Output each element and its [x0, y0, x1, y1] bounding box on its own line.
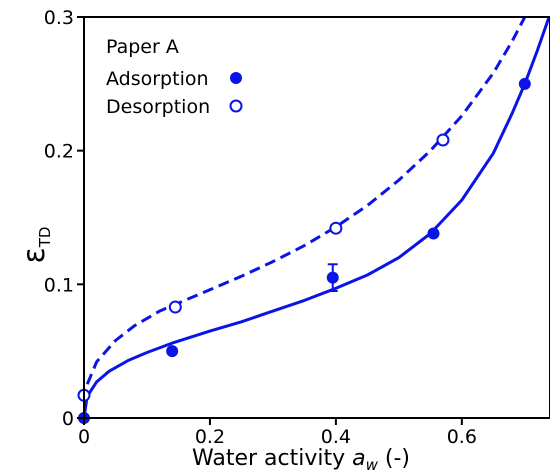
y-axis-label-subscript: TD: [36, 227, 54, 249]
x-axis-label-suffix: (-): [378, 446, 410, 471]
fit-line-adsorption: [84, 17, 550, 418]
y-tick-label: 0: [62, 408, 74, 430]
legend-label-desorption: Desorption: [106, 96, 210, 118]
data-point-adsorption: [166, 345, 179, 358]
legend-title: Paper A: [106, 36, 179, 58]
y-axis-label: εTD: [17, 227, 54, 264]
x-tick-label: 0.2: [195, 426, 225, 448]
x-axis-label-subscript: w: [366, 456, 379, 473]
x-tick-label: 0.6: [447, 426, 477, 448]
legend-marker-adsorption: [230, 72, 242, 84]
x-tick-label: 0.4: [321, 426, 351, 448]
legend-marker-desorption: [229, 99, 243, 113]
fit-curves: [84, 17, 550, 418]
legend: Paper A Adsorption Desorption: [106, 36, 243, 118]
y-tick-label: 0.1: [44, 274, 74, 296]
legend-label-adsorption: Adsorption: [106, 68, 209, 90]
data-point-adsorption: [427, 227, 440, 240]
data-point-desorption: [436, 133, 450, 147]
fit-line-desorption: [84, 17, 527, 418]
data-point-desorption: [168, 300, 182, 314]
data-point-desorption: [329, 221, 343, 235]
x-axis-label-prefix: Water activity: [192, 446, 352, 471]
y-tick-label: 0.3: [44, 7, 74, 29]
data-point-adsorption: [518, 77, 531, 90]
plot-frame: [83, 16, 550, 419]
y-tick-label: 0.2: [44, 141, 74, 163]
data-point-adsorption: [326, 271, 339, 284]
data-points: [77, 77, 531, 424]
y-axis-label-symbol: ε: [17, 247, 52, 263]
x-tick-label: 0: [78, 426, 90, 448]
x-axis-label-variable: a: [352, 446, 365, 471]
axis-ticks: 0 0.2 0.4 0.6 0 0.1 0.2 0.3: [44, 7, 477, 448]
x-axis-label: Water activity aw (-): [192, 446, 410, 473]
